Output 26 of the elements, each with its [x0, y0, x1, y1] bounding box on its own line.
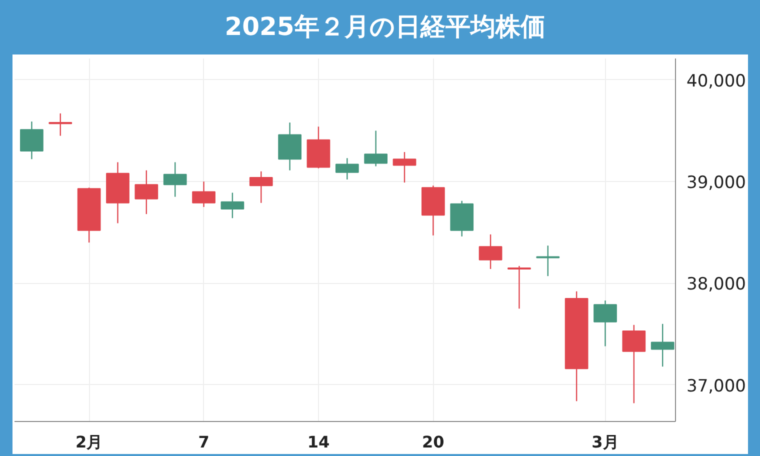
chart-title: 2025年２月の日経平均株価 — [224, 11, 546, 43]
candlestick — [335, 158, 359, 180]
candlestick — [48, 112, 72, 136]
candlestick — [249, 170, 273, 204]
x-tick-label: 3月 — [592, 432, 619, 452]
x-tick-label: 14 — [307, 432, 330, 452]
candlestick — [536, 244, 560, 277]
x-tick-label: 7 — [198, 432, 210, 452]
candlestick — [364, 130, 388, 167]
candlestick — [220, 192, 244, 219]
candlestick — [650, 323, 674, 368]
y-tick-label: 39,000 — [686, 173, 746, 194]
candlestick — [478, 234, 502, 270]
candlestick — [134, 170, 158, 215]
candlestick — [508, 265, 531, 310]
candlestick — [622, 324, 646, 404]
x-tick-label: 2月 — [75, 432, 103, 452]
y-tick-label: 37,000 — [686, 376, 746, 396]
y-tick-label: 40,000 — [686, 71, 746, 92]
x-tick-label: 20 — [422, 432, 444, 452]
candlestick — [392, 151, 416, 184]
y-tick-label: 38,000 — [686, 274, 746, 295]
candlestick — [20, 120, 44, 160]
candlestick — [163, 162, 187, 198]
candlestick — [594, 300, 617, 347]
candlestick — [192, 180, 216, 208]
